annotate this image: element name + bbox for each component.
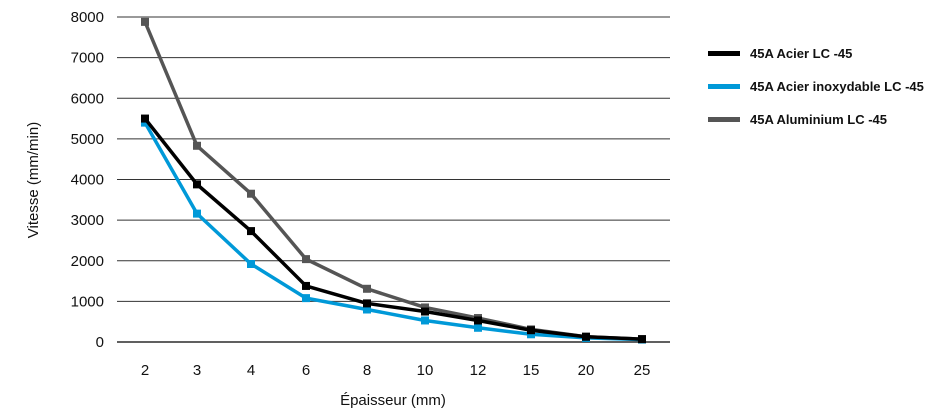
x-tick-label: 20 (578, 362, 595, 379)
legend-label: 45A Acier inoxydable LC -45 (750, 78, 924, 94)
legend-swatch (708, 116, 740, 122)
legend-item: 45A Acier LC -45 (708, 44, 924, 62)
data-point (527, 326, 535, 335)
chart-legend: 45A Acier LC -45 45A Acier inoxydable LC … (708, 44, 924, 143)
y-tick-label: 5000 (71, 131, 104, 148)
y-axis-title: Vitesse (mm/min) (25, 122, 42, 238)
x-tick-label: 2 (141, 362, 149, 379)
data-point (141, 114, 149, 123)
legend-item: 45A Aluminium LC -45 (708, 110, 924, 128)
data-point (141, 118, 149, 127)
series-1 (141, 114, 646, 344)
y-tick-label: 4000 (71, 172, 104, 189)
x-tick-label: 10 (417, 362, 434, 379)
data-point (302, 281, 310, 290)
data-point (247, 189, 255, 198)
x-tick-label: 15 (523, 362, 540, 379)
data-point (421, 303, 429, 312)
data-point (638, 335, 646, 344)
series-2 (141, 118, 646, 344)
series-lines (141, 17, 646, 344)
x-tick-label: 6 (302, 362, 310, 379)
series-line (143, 21, 643, 341)
y-tick-label: 8000 (71, 9, 104, 26)
data-point (474, 323, 482, 332)
x-axis-ticks: 2 3 4 6 8 10 12 15 20 25 (141, 362, 651, 379)
legend-swatch (708, 83, 740, 89)
data-point (363, 305, 371, 314)
data-point (193, 180, 201, 189)
data-point (474, 316, 482, 325)
y-tick-label: 2000 (71, 253, 104, 270)
data-point (421, 307, 429, 316)
gridlines (117, 16, 670, 343)
series-3 (141, 17, 646, 344)
x-tick-label: 3 (193, 362, 201, 379)
data-point (421, 316, 429, 325)
legend-label: 45A Acier LC -45 (750, 45, 853, 61)
y-tick-label: 7000 (71, 50, 104, 67)
x-tick-label: 4 (247, 362, 255, 379)
y-tick-label: 6000 (71, 90, 104, 107)
legend-label: 45A Aluminium LC -45 (750, 111, 888, 127)
data-point (363, 299, 371, 308)
data-point (247, 260, 255, 268)
data-point (247, 227, 255, 236)
series-line (143, 121, 643, 342)
data-point (193, 141, 201, 150)
legend-item: 45A Acier inoxydable LC -45 (708, 77, 924, 95)
y-axis-ticks: 0 1000 2000 3000 4000 5000 6000 7000 8000 (71, 9, 104, 351)
x-tick-label: 25 (634, 362, 651, 379)
data-point (141, 17, 149, 26)
y-tick-label: 3000 (71, 212, 104, 229)
y-tick-label: 0 (96, 334, 104, 351)
data-point (527, 330, 535, 339)
legend-swatch (708, 50, 740, 56)
data-point (193, 209, 201, 218)
data-point (302, 294, 310, 303)
data-point (302, 255, 310, 264)
series-line (143, 117, 643, 341)
data-point (582, 332, 590, 341)
x-tick-label: 12 (470, 362, 487, 379)
x-tick-label: 8 (363, 362, 371, 379)
y-tick-label: 1000 (71, 293, 104, 310)
data-point (363, 284, 371, 293)
x-axis-title: Épaisseur (mm) (340, 392, 446, 409)
